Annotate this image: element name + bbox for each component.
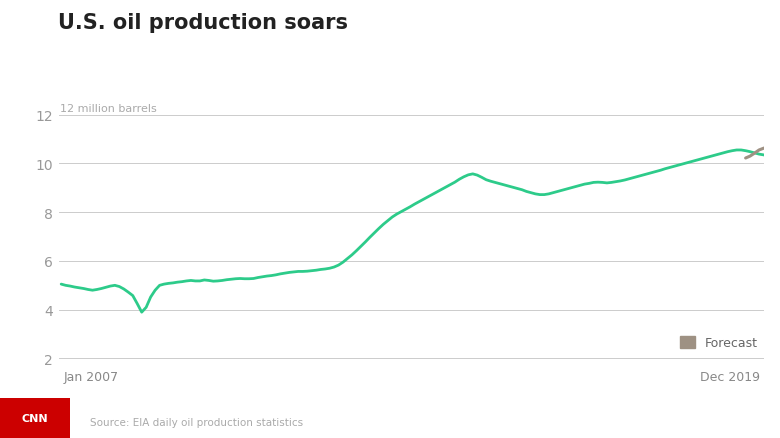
Text: 12 million barrels: 12 million barrels [60,104,157,114]
Text: U.S. oil production soars: U.S. oil production soars [58,13,349,33]
Text: Jan 2007: Jan 2007 [64,370,119,383]
Text: CNN: CNN [22,413,48,423]
Text: Dec 2019: Dec 2019 [700,370,760,383]
Text: Source: EIA daily oil production statistics: Source: EIA daily oil production statist… [90,417,303,427]
Legend: Forecast: Forecast [680,336,758,350]
